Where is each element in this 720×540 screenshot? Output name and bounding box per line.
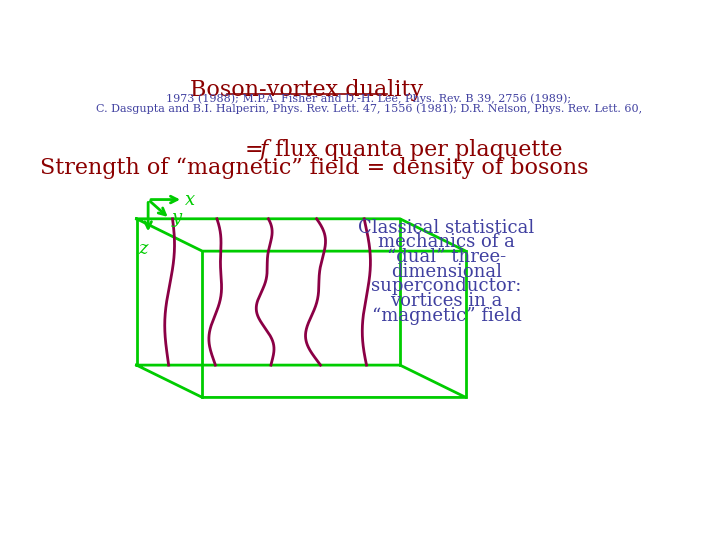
Text: dimensional: dimensional [391,262,502,281]
Text: C. Dasgupta and B.I. Halperin, Phys. Rev. Lett. 47, 1556 (1981); D.R. Nelson, Ph: C. Dasgupta and B.I. Halperin, Phys. Rev… [96,103,642,114]
Text: mechanics of a: mechanics of a [378,233,515,252]
Text: Boson-vortex duality: Boson-vortex duality [190,79,423,100]
Text: flux quanta per plaquette: flux quanta per plaquette [269,139,563,161]
Text: vortices in a: vortices in a [390,292,503,310]
Text: f: f [259,139,267,161]
Text: “dual” three-: “dual” three- [387,248,506,266]
Text: Classical statistical: Classical statistical [359,219,535,237]
Text: 1973 (1988); M.P.A. Fisher and D.-H. Lee, Phys. Rev. B 39, 2756 (1989);: 1973 (1988); M.P.A. Fisher and D.-H. Lee… [166,93,572,104]
Text: x: x [185,191,195,209]
Text: =: = [245,139,271,161]
Text: “magnetic” field: “magnetic” field [372,307,521,325]
Text: y: y [172,208,182,227]
Text: z: z [138,240,148,258]
Text: Strength of “magnetic” field = density of bosons: Strength of “magnetic” field = density o… [40,157,589,179]
Text: superconductor:: superconductor: [372,278,522,295]
